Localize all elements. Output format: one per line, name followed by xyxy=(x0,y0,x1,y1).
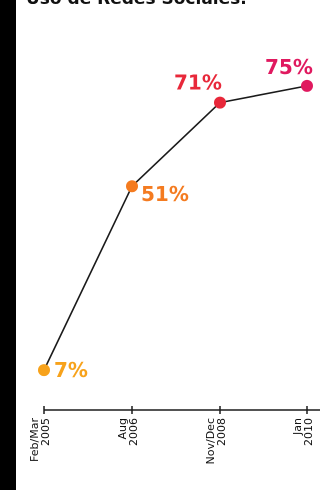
data-label: 71% xyxy=(174,71,222,95)
data-point xyxy=(301,79,313,92)
x-tick-label: Nov/Dec2008 xyxy=(204,418,228,464)
x-tick-label-line: 2005 xyxy=(39,418,52,446)
data-point xyxy=(126,180,138,193)
data-point xyxy=(38,364,50,377)
data-point xyxy=(214,96,226,109)
x-tick-label-line: 2010 xyxy=(302,418,315,446)
data-label: 75% xyxy=(265,55,313,79)
chart-panel: Uso de Redes Sociales. Feb/Mar2005Aug200… xyxy=(16,0,320,490)
data-label: 7% xyxy=(54,358,88,382)
series-line xyxy=(43,85,308,371)
x-tick-label-line: 2008 xyxy=(215,418,228,446)
x-tick-label-line: 2006 xyxy=(127,418,140,446)
x-tick-label: Jan2010 xyxy=(291,418,315,446)
x-tick-label-line: Aug xyxy=(116,418,129,439)
data-label: 51% xyxy=(141,182,189,206)
x-tick-label: Feb/Mar2005 xyxy=(28,418,52,462)
chart-title: Uso de Redes Sociales. xyxy=(26,0,247,9)
x-tick-label: Aug2006 xyxy=(116,418,140,446)
x-tick-label-line: Jan xyxy=(291,418,304,436)
x-tick-label-line: Nov/Dec xyxy=(204,418,217,464)
line-chart: Feb/Mar2005 Aug2006 Nov/Dec2008 Jan2010 7% 51… xyxy=(28,55,320,464)
x-tick-label-line: Feb/Mar xyxy=(28,418,41,462)
